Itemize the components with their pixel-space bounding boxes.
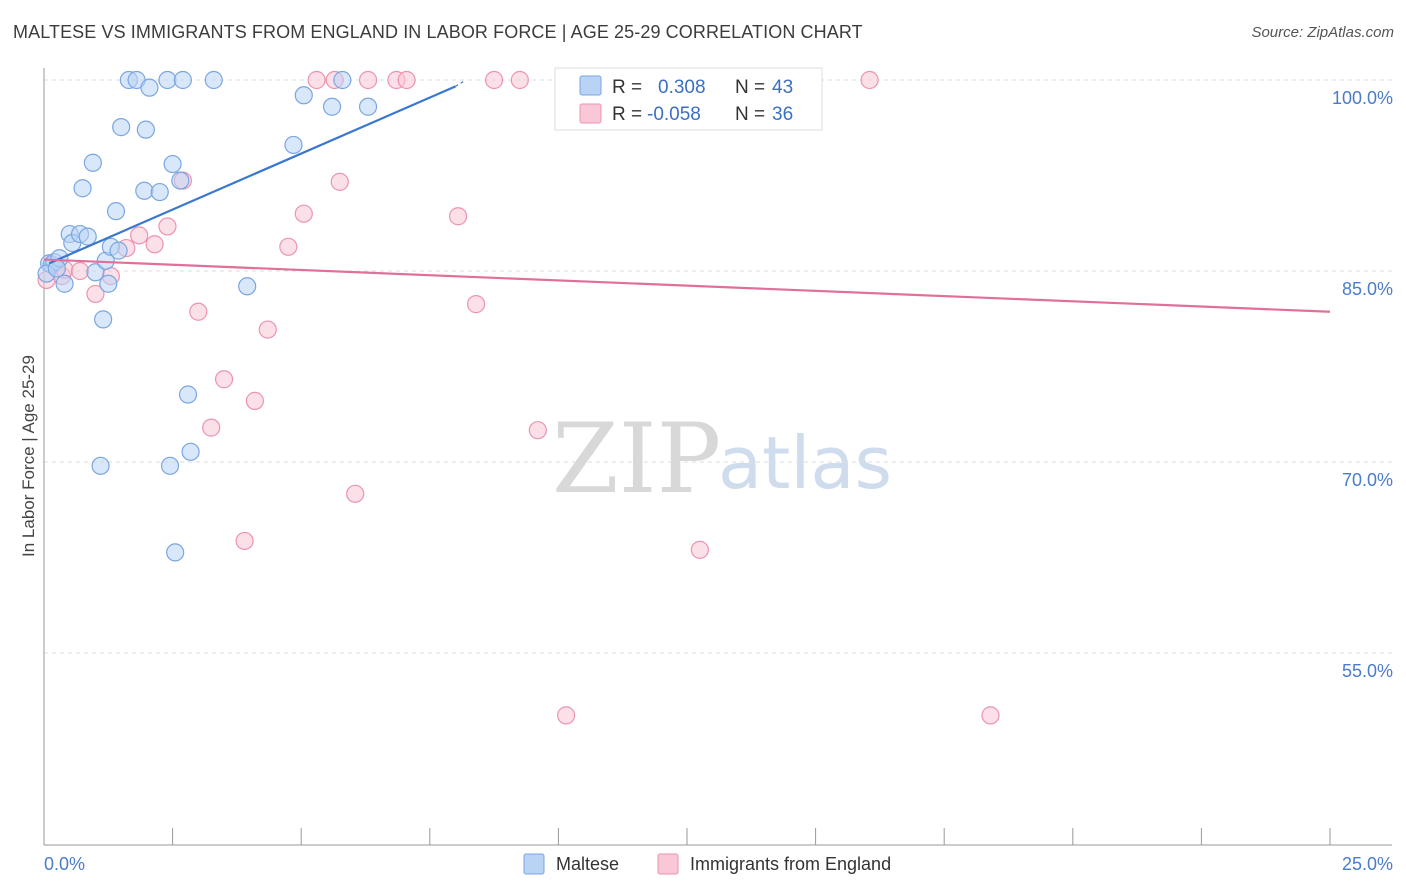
chart-title: MALTESE VS IMMIGRANTS FROM ENGLAND IN LA… (13, 22, 863, 42)
legend-r-label-england: R = (612, 104, 642, 125)
point-england-33 (690, 540, 709, 559)
point-england-14 (235, 531, 254, 551)
trend-lines (43, 79, 1331, 313)
series-legend-swatch-england (657, 853, 679, 875)
series-legend-swatch-maltese (523, 853, 545, 875)
x-ticks (43, 828, 1331, 845)
point-england-4 (86, 284, 105, 304)
point-maltese-22 (135, 181, 154, 200)
point-maltese-24 (140, 78, 159, 97)
point-england-31 (557, 706, 576, 725)
point-england-7 (130, 226, 149, 245)
point-maltese-23 (136, 120, 155, 139)
legend-n-value-england: 36 (772, 104, 793, 125)
x-tick-labels: 0.0% 25.0% (44, 854, 1393, 874)
point-england-12 (202, 418, 221, 437)
point-maltese-10 (83, 153, 102, 172)
watermark-zip: ZIP (552, 403, 721, 515)
legend-r-value-england: -0.058 (647, 104, 701, 125)
point-maltese-18 (109, 241, 128, 260)
point-england-27 (466, 295, 486, 314)
point-maltese-40 (358, 97, 378, 116)
point-england-9 (158, 217, 177, 236)
x-tick-label-0: 0.0% (44, 854, 85, 874)
point-england-25 (397, 70, 416, 90)
point-maltese-17 (106, 202, 126, 221)
y-axis-title: In Labor Force | Age 25-29 (19, 355, 38, 557)
point-england-18 (294, 204, 313, 223)
legend-swatch-england (579, 103, 602, 124)
point-maltese-33 (181, 442, 200, 461)
trend-line-england (43, 258, 1331, 313)
y-tick-labels: 100.0% 85.0% 70.0% 55.0% (1332, 88, 1393, 681)
point-england-3 (70, 261, 90, 281)
legend-r-value-maltese: 0.308 (658, 77, 706, 98)
point-maltese-30 (171, 171, 190, 190)
legend-r-label-maltese: R = (612, 77, 642, 98)
x-tick-label-25: 25.0% (1342, 854, 1393, 874)
point-england-21 (330, 172, 349, 191)
point-maltese-34 (204, 70, 223, 90)
point-england-17 (279, 237, 298, 256)
point-maltese-29 (166, 543, 185, 562)
point-maltese-28 (163, 154, 182, 174)
point-england-15 (245, 391, 265, 410)
y-tick-label-70: 70.0% (1342, 470, 1393, 490)
point-england-30 (528, 421, 547, 440)
point-maltese-27 (160, 456, 180, 475)
point-maltese-12 (91, 456, 110, 475)
legend-n-value-maltese: 43 (772, 77, 793, 98)
gridlines (44, 79, 1392, 654)
source-credit: Source: ZipAtlas.com (1251, 24, 1394, 41)
point-england-22 (346, 484, 365, 503)
y-tick-label-85: 85.0% (1342, 279, 1393, 299)
series-legend-label-england: Immigrants from England (690, 854, 891, 874)
point-england-34 (860, 70, 879, 90)
point-england-11 (189, 302, 208, 321)
point-england-28 (485, 70, 504, 90)
point-maltese-35 (238, 277, 257, 296)
watermark-atlas: atlas (718, 421, 892, 505)
series-legend: Maltese Immigrants from England (523, 853, 891, 875)
point-england-29 (510, 70, 529, 90)
point-maltese-11 (86, 263, 105, 282)
trend-line-maltese-extension (455, 79, 467, 87)
point-england-35 (981, 706, 1000, 725)
point-england-19 (307, 70, 326, 90)
point-maltese-32 (178, 385, 198, 404)
point-england-8 (145, 235, 164, 254)
watermark: ZIP atlas (552, 403, 892, 515)
point-maltese-26 (158, 70, 177, 90)
point-maltese-25 (150, 182, 169, 202)
point-maltese-31 (173, 70, 192, 90)
axes (43, 68, 1392, 846)
point-maltese-19 (112, 118, 131, 137)
point-maltese-36 (284, 135, 303, 155)
legend-swatch-maltese (579, 75, 602, 96)
point-maltese-38 (322, 97, 342, 116)
point-maltese-13 (94, 310, 113, 329)
point-maltese-9 (78, 227, 97, 246)
point-england-26 (448, 207, 468, 226)
data-points (37, 70, 1000, 725)
y-tick-label-55: 55.0% (1342, 661, 1393, 681)
legend-n-label-england: N = (735, 104, 765, 125)
point-maltese-37 (294, 86, 313, 105)
point-england-23 (358, 70, 378, 90)
trend-line-maltese (48, 85, 456, 265)
point-maltese-15 (99, 274, 118, 293)
point-maltese-39 (333, 70, 352, 90)
legend-n-label-maltese: N = (735, 77, 765, 98)
y-tick-label-100: 100.0% (1332, 88, 1393, 108)
point-england-16 (258, 320, 277, 339)
correlation-legend: R = 0.308 N = 43 R = -0.058 N = 36 (554, 67, 823, 131)
point-maltese-8 (73, 179, 92, 198)
series-legend-label-maltese: Maltese (556, 854, 619, 874)
point-england-13 (214, 370, 234, 389)
point-maltese-4 (55, 274, 74, 293)
